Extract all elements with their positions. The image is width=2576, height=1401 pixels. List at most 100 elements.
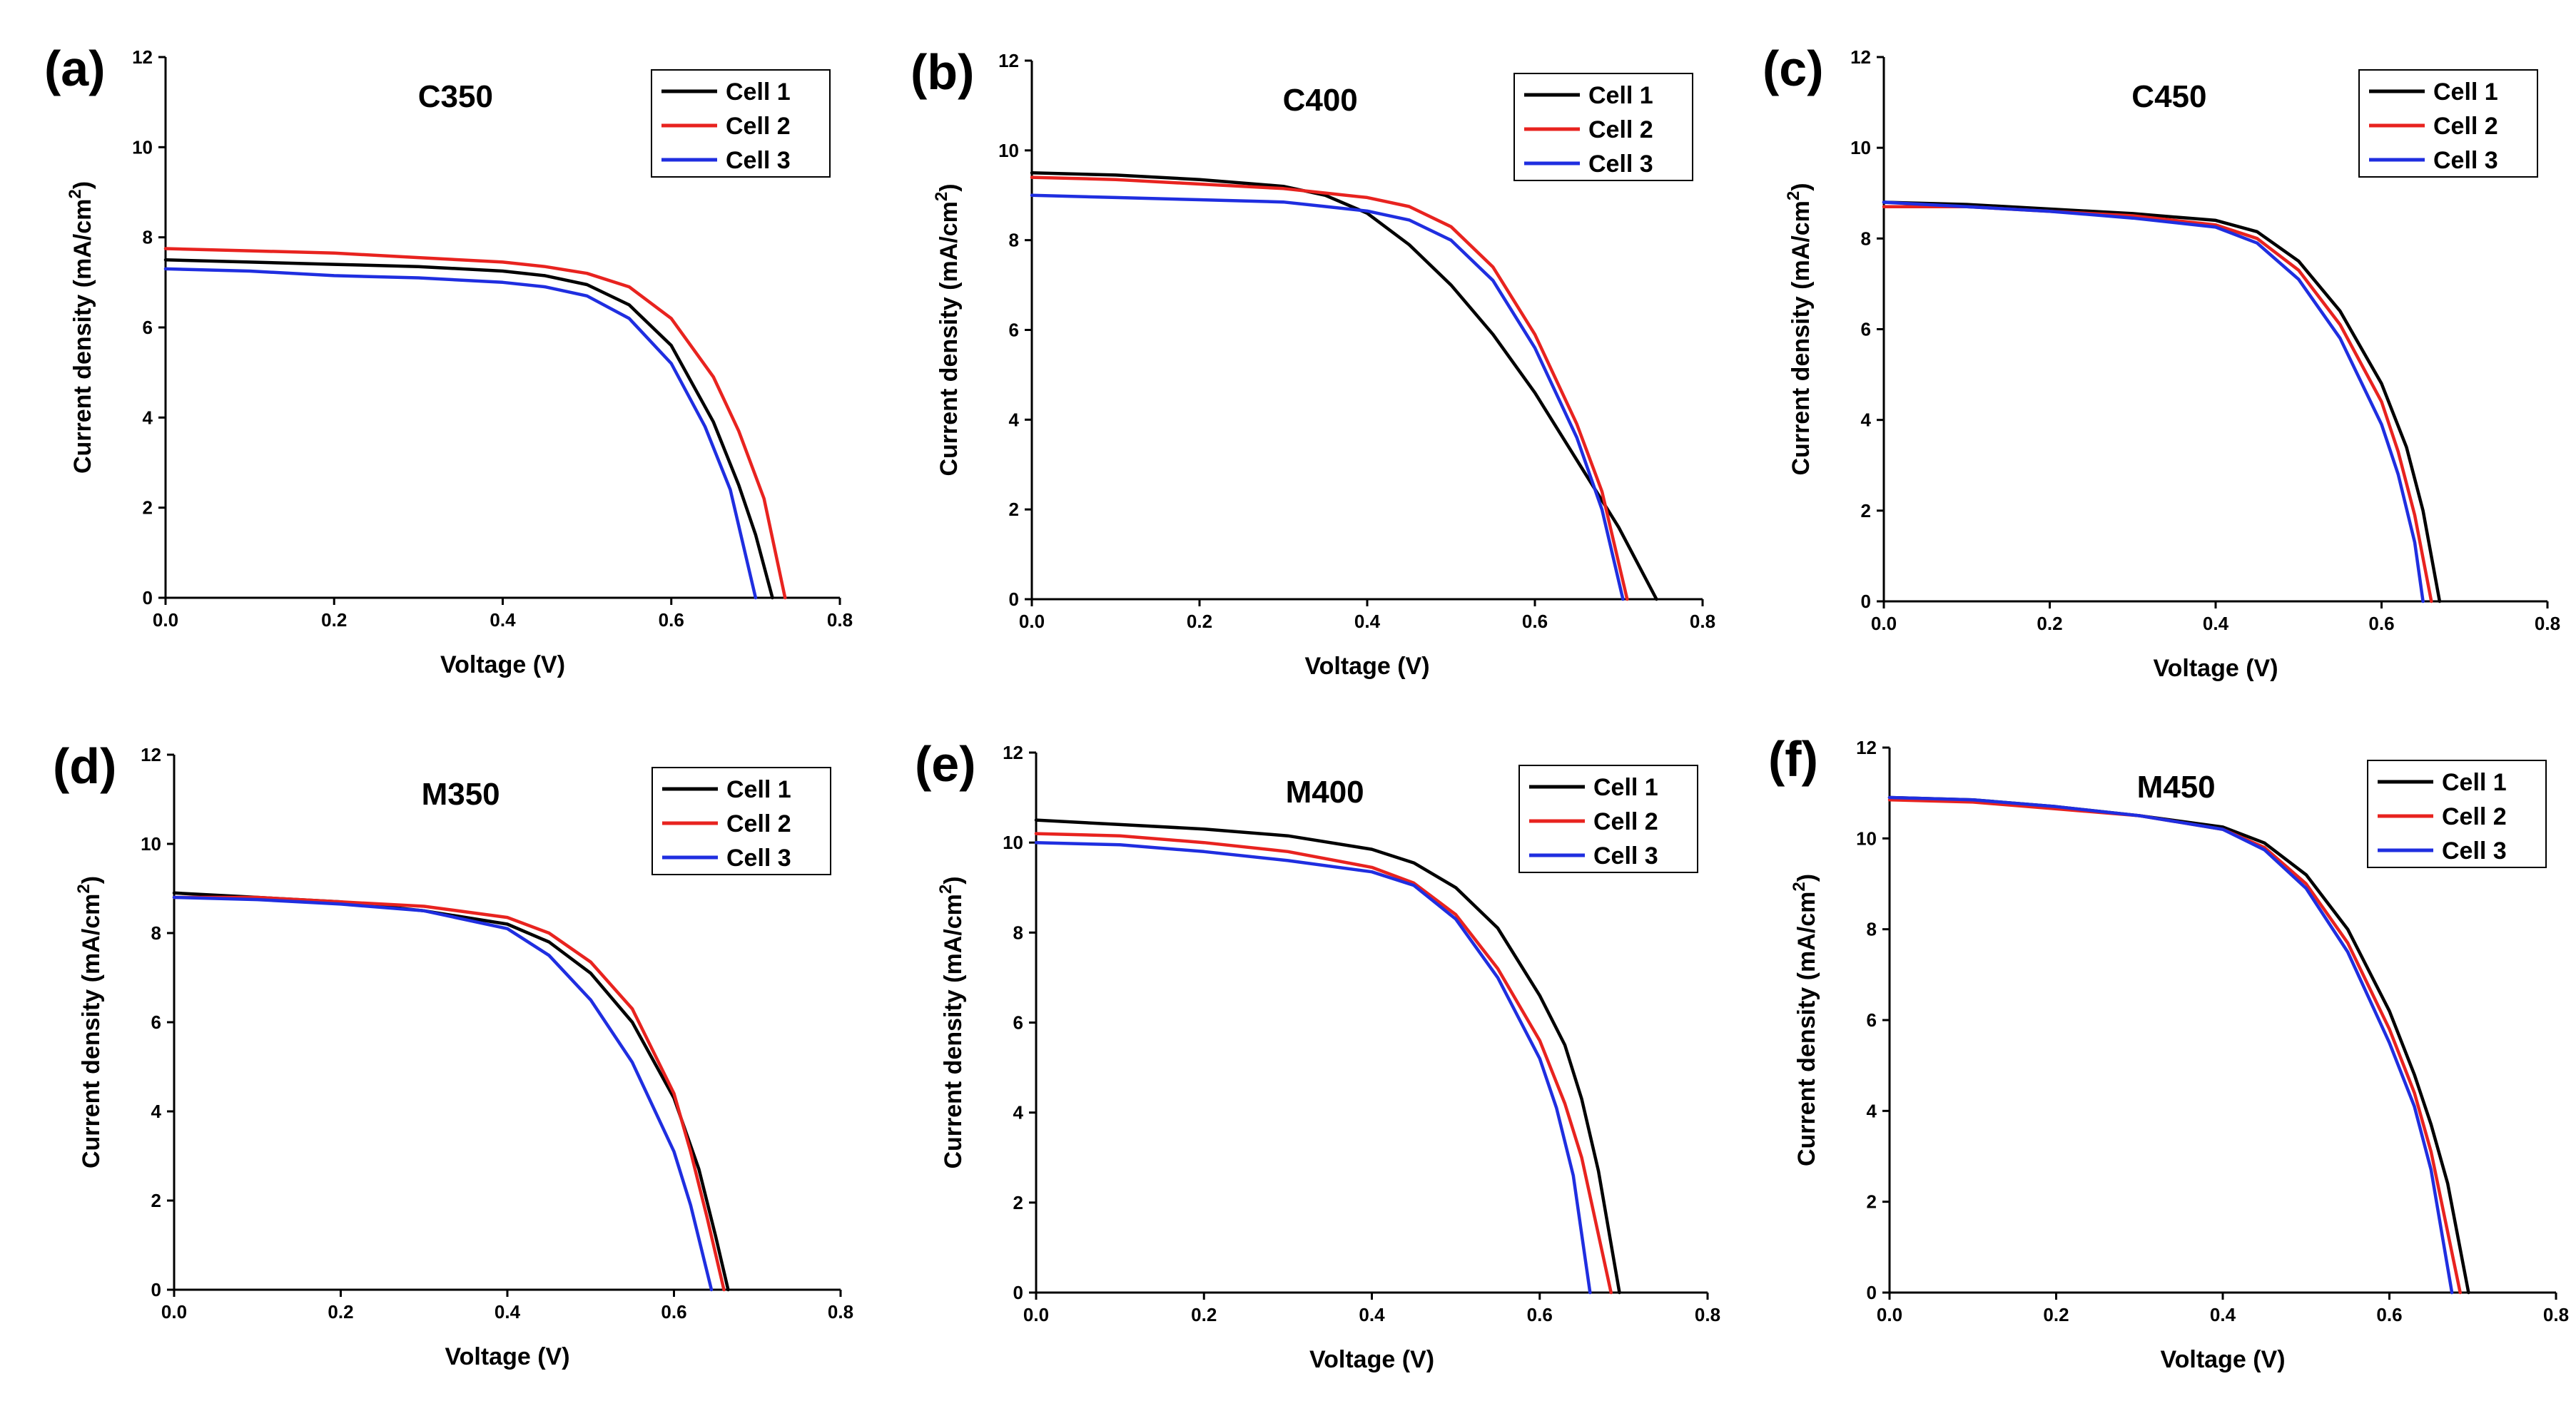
y-axis-title: Current density (mA/cm2): [932, 183, 963, 476]
x-tick-label: 0.4: [495, 1301, 521, 1323]
x-tick-label: 0.6: [1522, 611, 1548, 632]
y-tick-label: 8: [1861, 228, 1871, 249]
y-tick-label: 6: [1861, 319, 1871, 340]
y-tick-label: 12: [1850, 46, 1871, 68]
y-tick-label: 12: [1003, 742, 1023, 763]
y-tick-label: 2: [143, 497, 153, 519]
legend-box: [2367, 760, 2547, 868]
legend-label: Cell 1: [726, 78, 791, 106]
series-line-cell-1: [1030, 171, 1658, 601]
series-line-cell-2: [172, 895, 726, 1292]
legend-label: Cell 3: [726, 845, 791, 872]
y-tick-label: 12: [1856, 737, 1877, 758]
panel-label: (d): [53, 738, 116, 794]
legend-label: Cell 1: [726, 776, 791, 803]
series-line-cell-2: [1030, 175, 1629, 601]
x-tick-label: 0.4: [490, 609, 516, 631]
x-tick-label: 0.4: [1354, 611, 1381, 632]
series-line-cell-3: [163, 267, 758, 600]
y-tick-label: 10: [132, 136, 153, 158]
x-axis-title: Voltage (V): [445, 1343, 569, 1370]
y-axis-title: Current density (mA/cm2): [1784, 183, 1815, 475]
y-tick-label: 6: [151, 1012, 161, 1033]
series-line-cell-2: [163, 247, 787, 600]
y-tick-label: 10: [1856, 827, 1877, 849]
chart-title: C400: [1283, 83, 1358, 118]
x-axis-title: Voltage (V): [2153, 655, 2278, 682]
y-axis-title: Current density (mA/cm2): [1790, 874, 1820, 1166]
chart-panel-2: (c) 0.0 0.2 0.4 0.6 0.8 0 2 4 6 8 10 12 Voltage (V) Cu…: [1763, 41, 2560, 682]
chart-panel-4: (e) 0.0 0.2 0.4 0.6 0.8 0 2 4 6 8 10 12 Voltage (V) Cu…: [915, 736, 1720, 1373]
x-tick-label: 0.2: [1187, 611, 1212, 632]
y-tick-label: 8: [151, 922, 161, 944]
x-tick-label: 0.6: [661, 1301, 686, 1323]
series-line-cell-2: [1887, 798, 2462, 1295]
x-tick-label: 0.0: [1877, 1304, 1902, 1325]
y-tick-label: 12: [998, 50, 1019, 71]
chart-panel-1: (b) 0.0 0.2 0.4 0.6 0.8 0 2 4 6 8 10 12 Voltage (V) Cu…: [911, 44, 1715, 680]
series-line-cell-1: [1882, 200, 2442, 603]
chart-panel-5: (f) 0.0 0.2 0.4 0.6 0.8 0 2 4 6 8 10 12 Voltage (V) Cu…: [1768, 731, 2569, 1373]
y-tick-label: 4: [1861, 409, 1872, 431]
panel-label: (b): [911, 44, 974, 100]
y-tick-label: 0: [1861, 591, 1871, 612]
x-tick-label: 0.6: [2376, 1304, 2402, 1325]
x-axis-title: Voltage (V): [440, 651, 565, 678]
x-tick-label: 0.8: [827, 609, 853, 631]
x-tick-label: 0.6: [2368, 613, 2394, 634]
legend-label: Cell 1: [2433, 78, 2498, 106]
x-axis-title: Voltage (V): [1304, 653, 1429, 680]
legend-label: Cell 3: [2433, 147, 2498, 174]
y-tick-label: 10: [998, 140, 1019, 161]
series-line-cell-1: [1887, 795, 2470, 1295]
y-tick-label: 2: [151, 1190, 161, 1211]
y-axis-title: Current density (mA/cm2): [74, 876, 105, 1168]
y-tick-label: 10: [1003, 832, 1023, 853]
x-tick-label: 0.4: [2210, 1304, 2236, 1325]
x-tick-label: 0.6: [659, 609, 684, 631]
y-axis-title: Current density (mA/cm2): [936, 876, 967, 1168]
x-tick-label: 0.2: [2037, 613, 2062, 634]
y-tick-label: 8: [1013, 922, 1023, 943]
legend-label: Cell 2: [1588, 116, 1653, 143]
y-tick-label: 0: [1013, 1282, 1023, 1303]
x-tick-label: 0.4: [2203, 613, 2229, 634]
y-tick-label: 0: [151, 1279, 161, 1300]
legend-label: Cell 3: [2442, 837, 2507, 865]
y-tick-label: 12: [141, 744, 161, 765]
x-axis-title: Voltage (V): [1309, 1346, 1434, 1373]
y-tick-label: 2: [1867, 1191, 1877, 1213]
legend-label: Cell 1: [2442, 769, 2507, 796]
panel-label: (e): [915, 736, 976, 792]
x-tick-label: 0.0: [153, 609, 178, 631]
x-tick-label: 0.8: [2543, 1304, 2569, 1325]
y-tick-label: 8: [1867, 919, 1877, 940]
legend-label: Cell 2: [2433, 113, 2498, 140]
x-tick-label: 0.6: [1527, 1304, 1553, 1325]
y-tick-label: 2: [1861, 500, 1871, 521]
series-line-cell-3: [172, 895, 714, 1292]
legend-label: Cell 1: [1593, 774, 1658, 801]
legend-label: Cell 3: [726, 147, 791, 174]
panel-label: (c): [1763, 41, 1824, 96]
x-tick-label: 0.8: [1695, 1304, 1720, 1325]
x-tick-label: 0.2: [1191, 1304, 1217, 1325]
y-tick-label: 4: [1013, 1102, 1024, 1124]
y-tick-label: 0: [1867, 1282, 1877, 1303]
x-tick-label: 0.2: [2043, 1304, 2069, 1325]
series-line-cell-3: [1887, 795, 2454, 1295]
panel-label: (a): [44, 41, 106, 96]
legend-label: Cell 2: [726, 810, 791, 837]
y-tick-label: 0: [1009, 589, 1019, 610]
legend-box: [1513, 73, 1693, 181]
chart-title: M450: [2137, 770, 2216, 805]
y-tick-label: 6: [1013, 1012, 1023, 1034]
x-tick-label: 0.0: [161, 1301, 187, 1323]
x-tick-label: 0.8: [828, 1301, 853, 1323]
chart-panel-3: (d) 0.0 0.2 0.4 0.6 0.8 0 2 4 6 8 10 12 Voltage (V) Cu…: [53, 738, 853, 1370]
legend-label: Cell 2: [2442, 803, 2507, 830]
chart-panel-0: (a) 0.0 0.2 0.4 0.6 0.8 0 2 4 6 8 10 12 Voltage (V) Cu…: [44, 41, 853, 678]
chart-title: C450: [2131, 79, 2206, 114]
y-tick-label: 10: [1850, 137, 1871, 158]
legend-label: Cell 3: [1588, 151, 1653, 178]
